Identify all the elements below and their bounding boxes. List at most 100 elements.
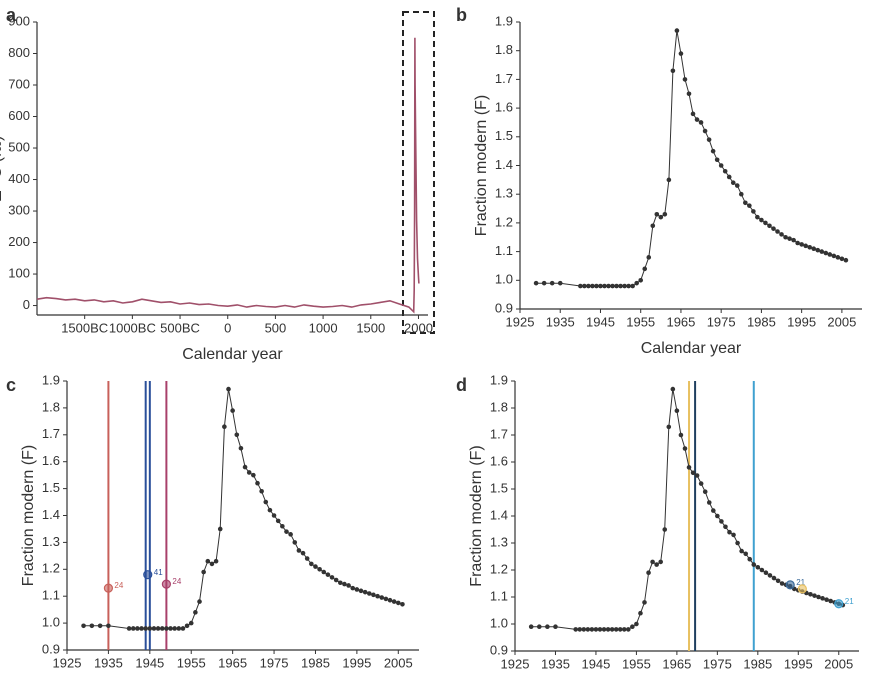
y-tick-label: 400 [8,171,30,186]
data-point [379,595,385,600]
data-point [670,386,676,392]
y-tick-label: 1.1 [42,588,60,603]
y-tick-label: 200 [8,234,30,249]
sample-label: 21 [796,578,805,587]
y-tick-label: 1.0 [495,272,513,287]
data-point [654,211,660,217]
data-point [593,627,599,632]
data-point [613,627,619,632]
data-point [184,623,190,629]
data-point [383,596,389,602]
data-point [193,610,198,615]
data-point [602,283,607,289]
x-tick-label: 1965 [218,655,247,670]
data-point [839,256,845,262]
data-point [251,472,256,478]
data-point [731,532,736,538]
data-point [581,627,587,632]
data-point [666,177,672,183]
data-point [81,623,86,629]
x-axis-label: Calendar year [641,340,742,357]
x-tick-label: 1945 [581,656,610,671]
data-point [338,580,343,586]
data-point [536,624,542,629]
data-point [304,556,310,561]
y-tick-label: 0.9 [495,300,513,315]
y-tick-label: 1.2 [490,561,508,576]
y-tick-label: 1.1 [490,588,508,603]
data-point [775,578,781,584]
data-point [686,465,692,470]
data-point [626,283,631,289]
data-point [807,244,812,250]
x-tick-label: 1975 [703,656,732,671]
sample-marker [834,599,844,609]
data-point [126,626,132,631]
data-point [670,68,676,74]
data-point [686,91,692,97]
x-tick-label: 1925 [506,314,535,329]
data-point [662,527,668,532]
data-point [739,548,744,554]
y-tick-label: 0.9 [490,642,508,657]
data-point [300,550,306,556]
x-tick-label: 1945 [586,314,615,329]
data-point [541,280,547,286]
data-point [690,470,696,476]
data-point [626,627,631,632]
data-point [678,432,684,438]
x-tick-label: 1985 [743,656,772,671]
data-point [690,111,696,117]
data-point [617,627,623,632]
data-point [638,610,643,616]
data-point [795,240,800,246]
data-point [395,600,401,606]
data-point [702,128,708,134]
sample-label: 24 [172,577,181,586]
data-point [590,283,595,289]
data-point [577,627,583,632]
data-point [230,408,235,413]
x-tick-label: 500BC [160,320,200,335]
data-point [350,585,356,591]
data-point [333,577,339,583]
x-tick-label: 1955 [622,656,651,671]
data-point [638,278,644,283]
data-point [609,627,615,632]
data-point [706,500,712,505]
data-point [710,148,716,154]
data-point [313,564,318,569]
data-point [371,592,376,598]
data-point [201,569,206,575]
data-point [598,283,603,289]
data-point [275,518,281,524]
y-tick-label: 1.7 [495,71,513,86]
y-tick-label: 1.3 [42,534,60,549]
y-tick-label: 1.9 [495,13,513,28]
data-point [346,583,351,588]
data-point [342,581,347,587]
data-point [812,593,817,598]
y-tick-label: 100 [8,265,30,280]
data-point [634,280,639,286]
data-point [358,588,364,594]
data-line [36,37,420,314]
data-point [711,508,716,513]
y-tick-label: 300 [8,202,30,217]
data-point [634,621,639,627]
data-point [642,600,647,605]
data-point [586,283,591,289]
y-tick-label: 0 [23,297,30,312]
data-point [650,559,655,565]
x-tick-label: 1500BC [61,320,108,335]
data-point [578,283,583,289]
data-point [597,627,603,632]
data-point [317,567,322,572]
data-point [662,211,668,217]
x-tick-label: 1935 [546,314,575,329]
y-tick-label: 1.5 [495,128,513,143]
data-point [205,558,211,564]
y-tick-label: 1.4 [490,507,508,522]
x-axis-label: Calendar year [182,346,283,363]
y-tick-label: 1.8 [495,42,513,57]
